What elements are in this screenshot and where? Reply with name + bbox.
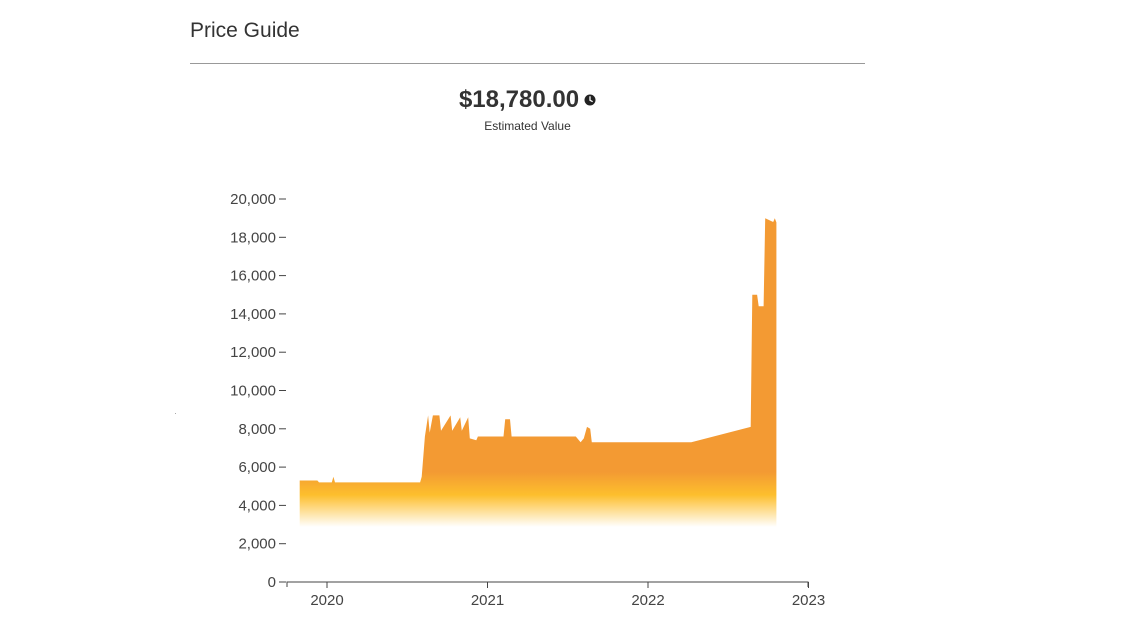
clock-icon[interactable]: [584, 94, 596, 106]
y-tick-label: 20,000: [230, 191, 276, 208]
estimated-value-label: Estimated Value: [484, 119, 571, 133]
page-title: Price Guide: [190, 19, 300, 42]
estimated-value: $18,780.00: [458, 86, 580, 113]
y-axis: 0 2,000 4,000 6,000 8,000 10,000 12,000 14,000 1…: [230, 191, 286, 591]
x-tick-label: 2021: [471, 592, 504, 609]
y-tick-label: 10,000: [230, 383, 276, 400]
y-tick-label: 8,000: [238, 421, 276, 438]
x-tick-label: 2022: [631, 592, 664, 609]
y-tick-label: 14,000: [230, 306, 276, 323]
area-series: [299, 218, 777, 527]
x-tick-label: 2023: [792, 592, 825, 609]
price-area: [299, 218, 777, 527]
y-tick-label: 16,000: [230, 268, 276, 285]
y-tick-label: 2,000: [238, 536, 276, 553]
y-tick-label: 12,000: [230, 344, 276, 361]
y-tick-label: 4,000: [238, 497, 276, 514]
x-axis-line: [286, 581, 809, 587]
x-axis: 2020 2021 2022 2023: [286, 581, 825, 609]
stray-pixel: [175, 413, 176, 414]
y-tick-label: 0: [268, 574, 276, 591]
estimated-value-block: $18,780.00: [0, 86, 1055, 114]
y-tick-label: 6,000: [238, 459, 276, 476]
title-divider: [190, 63, 865, 64]
x-tick-label: 2020: [310, 592, 343, 609]
y-tick-label: 18,000: [230, 229, 276, 246]
